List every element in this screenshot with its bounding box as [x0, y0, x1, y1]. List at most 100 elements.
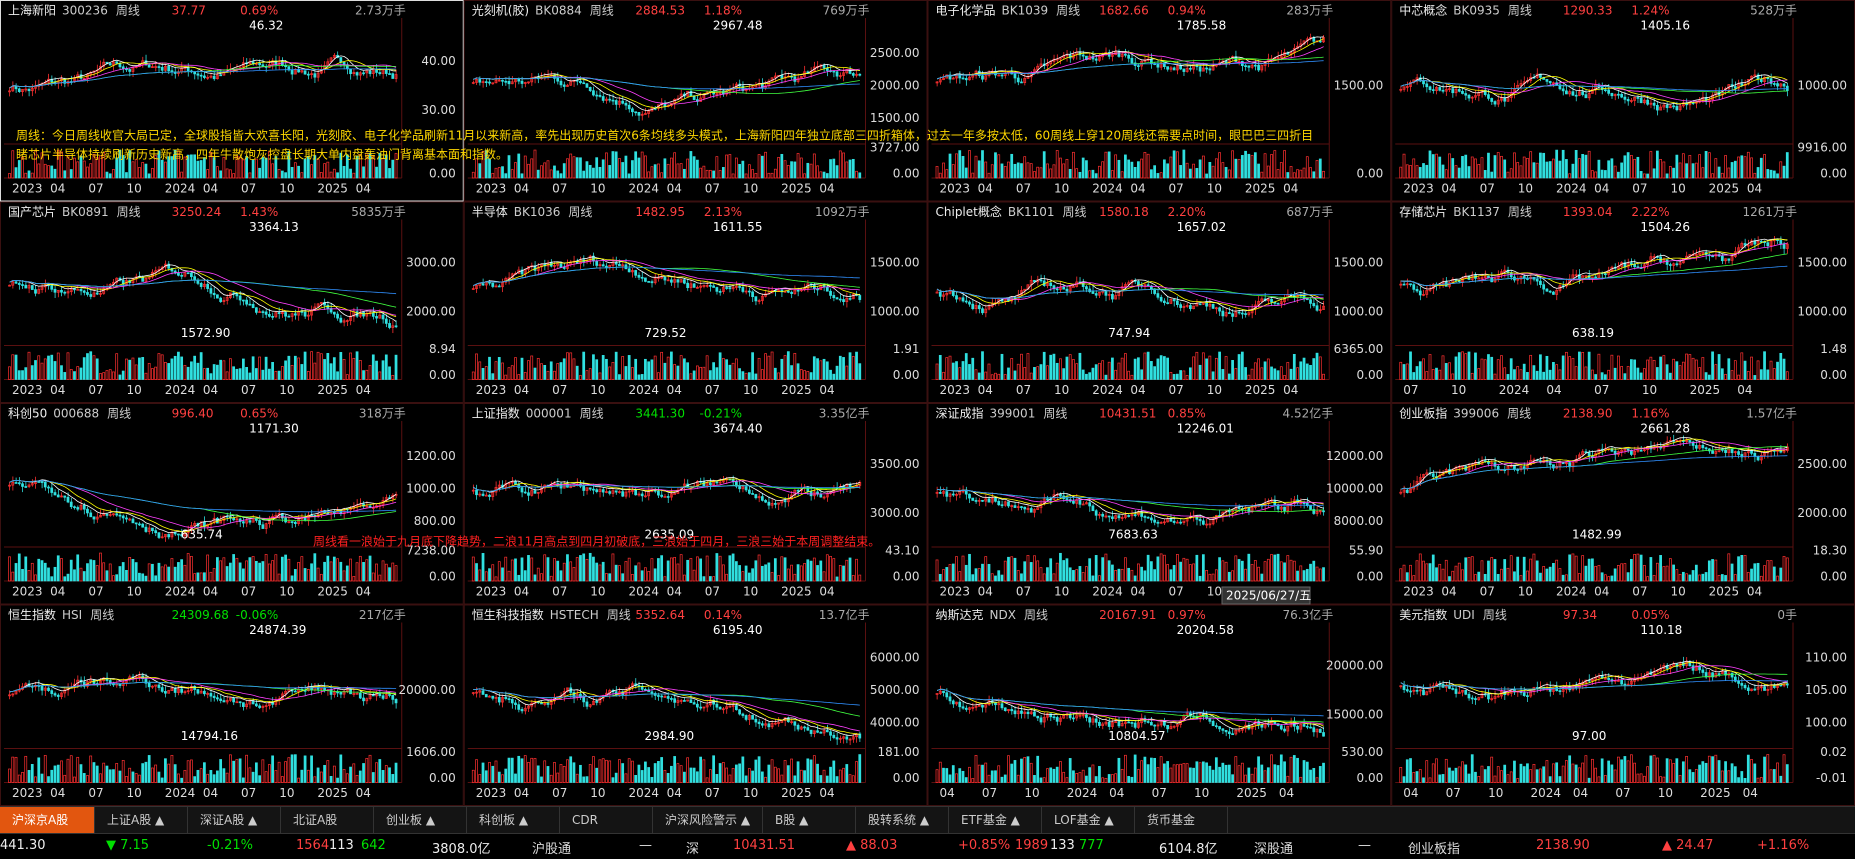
decor-candle: [1157, 64, 1159, 67]
x-tick-label: 07: [1632, 182, 1647, 196]
decor-candle: [1020, 82, 1022, 83]
decor-volume: [1290, 369, 1292, 379]
decor-candle: [596, 261, 598, 266]
decor-volume: [1705, 572, 1707, 581]
decor-candle: [826, 287, 828, 291]
decor-volume: [311, 564, 313, 581]
decor-volume: [1504, 160, 1506, 178]
decor-volume: [1020, 164, 1022, 178]
decor-candle: [1728, 259, 1730, 261]
decor-volume: [90, 164, 92, 178]
decor-candle: [18, 283, 20, 284]
decor-candle: [952, 494, 954, 495]
decor-volume: [337, 372, 339, 380]
decor-volume: [1206, 174, 1208, 178]
decor-volume: [836, 166, 838, 178]
decor-volume: [605, 153, 607, 178]
decor-volume: [1033, 367, 1035, 379]
decor-candle: [223, 701, 225, 702]
decor-candle: [664, 496, 666, 497]
decor-volume: [142, 357, 144, 379]
decor-volume: [278, 169, 280, 178]
decor-volume: [77, 757, 79, 782]
decor-candle: [651, 282, 653, 283]
decor-candle: [482, 494, 484, 495]
decor-volume: [765, 152, 767, 178]
decor-volume: [171, 559, 173, 581]
decor-volume: [739, 565, 741, 581]
decor-volume: [1536, 371, 1538, 379]
decor-candle: [514, 482, 516, 484]
decor-volume: [1783, 556, 1785, 581]
decor-volume: [1137, 162, 1139, 178]
decor-volume: [385, 564, 387, 581]
x-tick-label: 2023: [940, 182, 971, 196]
decor-volume: [1520, 370, 1522, 380]
decor-volume: [1409, 565, 1411, 581]
decor-volume: [475, 354, 477, 380]
decor-candle: [1468, 95, 1470, 98]
decor-volume: [200, 769, 202, 783]
decor-volume: [1426, 564, 1428, 581]
decor-volume: [544, 163, 546, 178]
decor-volume: [1202, 156, 1204, 178]
decor-volume: [1228, 170, 1230, 178]
decor-volume: [1128, 160, 1130, 178]
decor-candle: [755, 297, 757, 301]
decor-candle: [116, 62, 118, 64]
panel-price: 1682.66: [1099, 4, 1149, 18]
decor-volume: [28, 171, 30, 178]
decor-volume: [1455, 566, 1457, 581]
decor-volume: [787, 569, 789, 581]
decor-volume: [1040, 568, 1042, 581]
decor-volume: [60, 558, 62, 581]
panel-name: 创业板指: [1399, 406, 1447, 421]
decor-volume: [570, 562, 572, 581]
decor-candle: [1432, 90, 1434, 91]
decor-candle: [1310, 300, 1312, 304]
decor-volume: [615, 565, 617, 581]
x-tick-label: 07: [1016, 383, 1031, 397]
decor-candle: [1160, 297, 1162, 301]
decor-candle: [508, 81, 510, 83]
decor-volume: [1300, 566, 1302, 581]
decor-volume: [1595, 374, 1597, 379]
decor-volume: [550, 576, 552, 581]
decor-volume: [1559, 370, 1561, 380]
decor-volume: [472, 557, 474, 581]
decor-volume: [343, 166, 345, 178]
decor-volume: [635, 152, 637, 178]
decor-candle: [1409, 284, 1411, 285]
decor-volume: [713, 171, 715, 178]
x-tick-label: 07: [1480, 585, 1495, 599]
decor-candle: [1089, 503, 1091, 506]
decor-candle: [1206, 302, 1208, 306]
decor-candle: [1284, 507, 1286, 511]
decor-volume: [1293, 173, 1295, 178]
decor-candle: [485, 82, 487, 83]
decor-volume: [109, 770, 111, 783]
decor-volume: [959, 368, 961, 380]
decor-volume: [1689, 575, 1691, 581]
decor-candle: [1222, 311, 1224, 316]
decor-volume: [155, 367, 157, 379]
decor-volume: [363, 371, 365, 380]
decor-volume: [1572, 359, 1574, 380]
decor-volume: [942, 163, 944, 178]
price-tick-label: 12000.00: [1326, 449, 1383, 463]
decor-volume: [706, 356, 708, 380]
panel-change: 1.43%: [240, 205, 278, 219]
decor-volume: [1131, 162, 1133, 178]
decor-volume: [161, 567, 163, 581]
panel-volume: 3.35亿手: [819, 406, 870, 421]
decor-volume: [946, 358, 948, 380]
decor-candle: [1627, 449, 1629, 450]
decor-candle: [181, 689, 183, 692]
decor-candle: [1157, 522, 1159, 523]
decor-volume: [518, 154, 520, 178]
decor-volume: [1241, 155, 1243, 178]
decor-candle: [83, 505, 85, 509]
decor-volume: [936, 364, 938, 380]
decor-candle: [73, 507, 75, 508]
decor-volume: [1591, 171, 1593, 178]
